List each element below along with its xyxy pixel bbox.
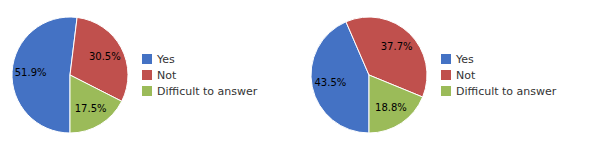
legend-swatch: [441, 70, 451, 80]
pie-slice: [369, 75, 423, 133]
legend-label: Difficult to answer: [456, 85, 557, 98]
legend-swatch: [142, 70, 152, 80]
data-label: 30.5%: [89, 51, 121, 62]
pie-slice: [12, 17, 77, 133]
legend-swatch: [142, 54, 152, 64]
data-label: 18.8%: [375, 102, 407, 113]
data-label: 37.7%: [381, 41, 413, 52]
legend-label: Difficult to answer: [157, 85, 258, 98]
legend-item: Difficult to answer: [441, 85, 557, 98]
legend-item: Not: [441, 69, 476, 82]
legend-swatch: [441, 54, 451, 64]
legend-label: Not: [456, 69, 476, 82]
legend: Yes Not Difficult to answer: [142, 53, 258, 98]
legend-item: Yes: [441, 53, 474, 66]
legend-item: Difficult to answer: [142, 85, 258, 98]
legend-item: Yes: [142, 53, 175, 66]
legend-swatch: [441, 86, 451, 96]
data-label: 43.5%: [314, 77, 346, 88]
legend: Yes Not Difficult to answer: [441, 53, 557, 98]
pie: 51.9% 30.5% 17.5%: [12, 17, 128, 133]
legend-label: Yes: [156, 53, 175, 66]
pie: 43.5% 37.7% 18.8%: [311, 17, 427, 133]
pie-panel: 43.5% 37.7% 18.8% Yes Not Difficult to answer: [311, 17, 557, 133]
pie-slice: [70, 75, 122, 133]
legend-item: Not: [142, 69, 177, 82]
legend-swatch: [142, 86, 152, 96]
pie-panel: 51.9% 30.5% 17.5% Yes Not Difficult to answer: [12, 17, 258, 133]
legend-label: Not: [157, 69, 177, 82]
data-label: 17.5%: [75, 103, 107, 114]
figure: 51.9% 30.5% 17.5% Yes Not Difficult to answer…: [0, 0, 598, 150]
legend-label: Yes: [455, 53, 474, 66]
data-label: 51.9%: [15, 67, 47, 78]
